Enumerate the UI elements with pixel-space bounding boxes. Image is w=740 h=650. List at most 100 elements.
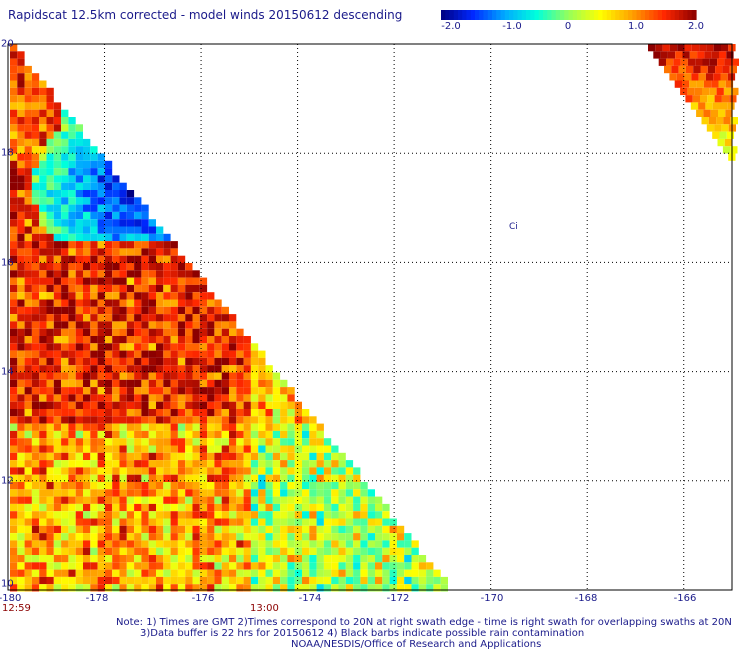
heatmap-cell: [46, 343, 54, 351]
heatmap-cell: [126, 211, 135, 220]
heatmap-cell: [309, 460, 317, 468]
heatmap-cell: [31, 73, 40, 81]
heatmap-cell: [75, 277, 83, 285]
heatmap-cell: [61, 409, 69, 417]
heatmap-cell: [323, 511, 332, 519]
heatmap-cell: [170, 328, 178, 336]
heatmap-cell: [156, 255, 164, 263]
heatmap-cell: [199, 321, 208, 329]
heatmap-cell: [134, 211, 142, 220]
heatmap-cell: [104, 263, 113, 271]
heatmap-cell: [280, 503, 288, 512]
heatmap-cell: [141, 555, 149, 563]
heatmap-cell: [148, 270, 156, 278]
heatmap-cell: [221, 438, 229, 446]
heatmap-cell: [83, 336, 91, 344]
heatmap-cell: [104, 401, 113, 409]
heatmap-cell: [24, 146, 32, 154]
heatmap-cell: [83, 263, 91, 271]
heatmap-cell: [725, 109, 733, 117]
heatmap-cell: [53, 248, 62, 256]
heatmap-cell: [214, 533, 222, 541]
heatmap-cell: [666, 58, 674, 66]
heatmap-cell: [148, 284, 156, 293]
heatmap-cell: [17, 482, 25, 490]
heatmap-cell: [156, 460, 164, 468]
heatmap-cell: [46, 584, 54, 592]
heatmap-cell: [10, 160, 18, 169]
heatmap-cell: [97, 584, 105, 592]
heatmap-cell: [39, 175, 47, 183]
heatmap-cell: [250, 584, 259, 592]
heatmap-cell: [53, 423, 62, 431]
heatmap-cell: [61, 233, 69, 242]
heatmap-cell: [199, 401, 208, 409]
heatmap-cell: [707, 65, 716, 74]
heatmap-cell: [10, 562, 18, 570]
heatmap-cell: [53, 277, 62, 285]
heatmap-cell: [10, 117, 18, 125]
heatmap-cell: [676, 73, 684, 81]
heatmap-cell: [75, 182, 83, 190]
heatmap-cell: [287, 467, 295, 475]
heatmap-cell: [323, 503, 332, 512]
heatmap-cell: [39, 321, 47, 329]
heatmap-cell: [170, 503, 178, 512]
heatmap-cell: [61, 321, 69, 329]
colorbar-segment: [551, 10, 557, 20]
heatmap-cell: [389, 533, 397, 541]
heatmap-cell: [214, 401, 222, 409]
heatmap-cell: [375, 518, 383, 526]
heatmap-cell: [61, 576, 69, 585]
heatmap-cell: [126, 314, 135, 322]
heatmap-cell: [353, 533, 361, 541]
heatmap-cell: [104, 190, 113, 198]
heatmap-cell: [141, 233, 149, 242]
heatmap-cell: [39, 365, 47, 373]
heatmap-cell: [280, 547, 288, 555]
heatmap-cell: [258, 401, 266, 409]
heatmap-cell: [31, 233, 40, 242]
heatmap-cell: [316, 540, 324, 548]
heatmap-cell: [75, 423, 83, 431]
heatmap-cell: [294, 576, 302, 585]
heatmap-cell: [156, 284, 164, 293]
heatmap-cell: [134, 438, 142, 446]
heatmap-cell: [236, 540, 244, 548]
heatmap-cell: [90, 416, 98, 424]
heatmap-cell: [24, 219, 32, 227]
heatmap-cell: [258, 525, 266, 534]
heatmap-cell: [53, 416, 62, 424]
heatmap-cell: [389, 555, 397, 563]
heatmap-cell: [367, 496, 375, 504]
heatmap-cell: [258, 540, 266, 548]
heatmap-cell: [667, 51, 676, 59]
heatmap-cell: [236, 328, 244, 336]
heatmap-cell: [83, 511, 91, 519]
heatmap-cell: [192, 445, 200, 453]
heatmap-cell: [294, 489, 302, 497]
heatmap-cell: [53, 197, 62, 205]
heatmap-cell: [68, 460, 76, 468]
heatmap-cell: [236, 533, 244, 541]
heatmap-cell: [24, 197, 32, 205]
heatmap-cell: [265, 562, 273, 570]
heatmap-cell: [31, 525, 40, 534]
heatmap-cell: [39, 241, 47, 249]
heatmap-cell: [706, 44, 714, 52]
heatmap-cell: [126, 525, 135, 534]
heatmap-cell: [221, 452, 229, 461]
heatmap-cell: [17, 190, 25, 198]
heatmap-cell: [163, 328, 171, 336]
heatmap-cell: [97, 255, 105, 263]
heatmap-cell: [731, 87, 739, 96]
heatmap-cell: [141, 336, 149, 344]
heatmap-cell: [97, 503, 105, 512]
heatmap-cell: [90, 204, 98, 212]
heatmap-cell: [104, 219, 113, 227]
y-tick-18: 18: [1, 147, 14, 159]
heatmap-cell: [10, 109, 18, 117]
heatmap-cell: [53, 328, 62, 336]
heatmap-cell: [90, 474, 98, 482]
colorbar-segment: [487, 10, 493, 20]
